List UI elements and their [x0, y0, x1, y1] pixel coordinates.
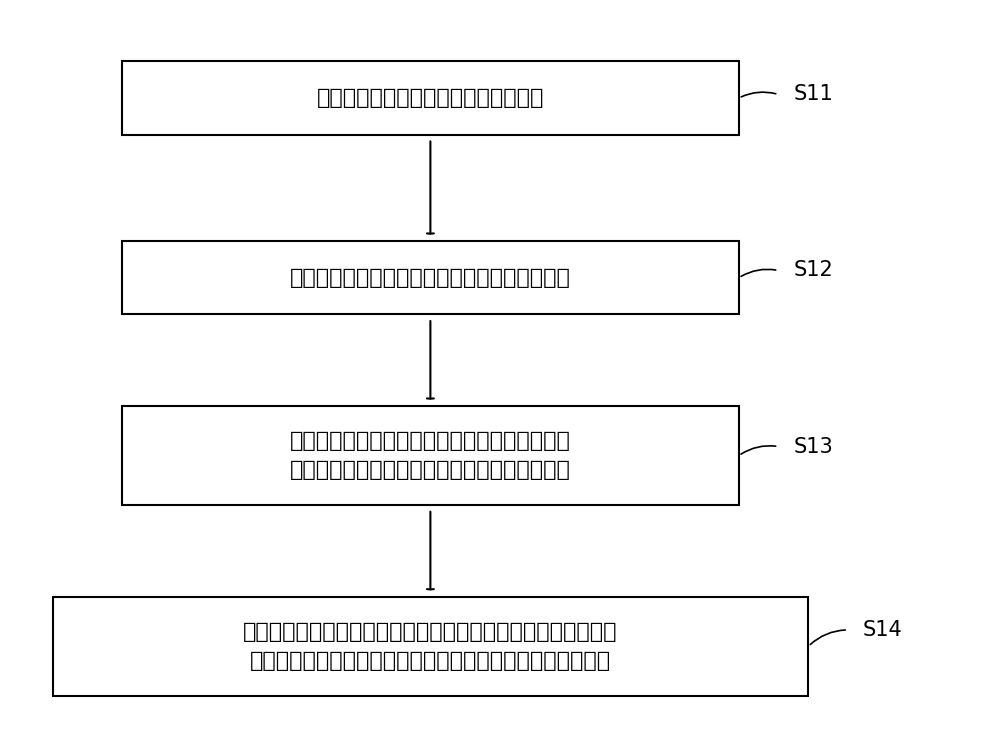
Text: 改变激光加工光束与制冷型红外探测芯片的相对位置，以使在制
冷型红外探测芯片上的像元层与边缘之间形成一闭合环形沟槽: 改变激光加工光束与制冷型红外探测芯片的相对位置，以使在制 冷型红外探测芯片上的像…: [243, 621, 618, 671]
FancyBboxPatch shape: [122, 241, 739, 315]
Text: 由激光器、光学元件搭建激光加工系统: 由激光器、光学元件搭建激光加工系统: [317, 88, 544, 108]
FancyBboxPatch shape: [122, 406, 739, 505]
Text: S12: S12: [793, 260, 833, 281]
FancyBboxPatch shape: [53, 597, 808, 696]
Text: 获取制冷型红外探测芯片放置工作台的位置信息: 获取制冷型红外探测芯片放置工作台的位置信息: [290, 268, 571, 287]
Text: S14: S14: [863, 620, 903, 640]
Text: S13: S13: [793, 437, 833, 457]
FancyBboxPatch shape: [122, 61, 739, 134]
Text: S11: S11: [793, 84, 833, 104]
Text: 根据位置信息设置激光加工系统的加工参数，并
由激光加工系统根据加工参数产生激光加工光束: 根据位置信息设置激光加工系统的加工参数，并 由激光加工系统根据加工参数产生激光加…: [290, 431, 571, 480]
